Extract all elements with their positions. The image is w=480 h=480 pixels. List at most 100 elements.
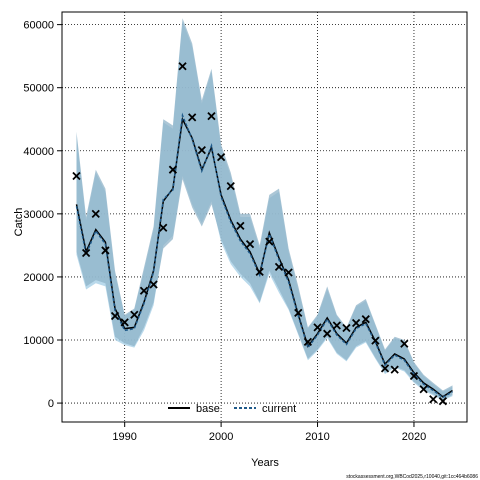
y-tick-label: 30000	[23, 209, 54, 221]
observed-point-stroke	[91, 209, 100, 218]
observed-point	[236, 221, 245, 230]
observed-point-stroke	[284, 268, 293, 277]
observed-point-stroke	[110, 311, 120, 321]
band-base	[76, 18, 453, 400]
series-lines	[75, 112, 453, 399]
observed-point-stroke	[429, 395, 438, 404]
observed-point	[130, 310, 139, 319]
observed-point	[226, 181, 235, 191]
legend: base current	[168, 403, 296, 415]
observed-point-stroke	[409, 371, 419, 381]
observed-point-stroke	[216, 152, 226, 162]
observed-point-stroke	[332, 321, 341, 330]
observed-point	[323, 329, 332, 338]
observed-point-stroke	[139, 286, 149, 295]
y-axis-title: Catch	[13, 208, 25, 237]
observed-point	[284, 268, 293, 277]
y-tick-label: 10000	[23, 335, 54, 347]
x-tick-label: 2020	[402, 431, 426, 443]
observed-point-stroke	[274, 262, 284, 271]
legend-base-label: base	[196, 403, 220, 415]
observed-point-stroke	[81, 248, 91, 258]
observed-point	[91, 209, 100, 218]
observed-point	[149, 280, 158, 289]
observed-point	[294, 308, 303, 318]
y-tick-label: 20000	[23, 272, 54, 284]
observed-point	[265, 237, 274, 246]
observed-point-stroke	[245, 239, 255, 249]
observed-point	[178, 62, 187, 71]
observed-point-stroke	[294, 308, 303, 318]
observed-point	[342, 323, 351, 333]
observed-point	[72, 171, 81, 181]
observed-point-stroke	[265, 237, 274, 246]
observed-point-stroke	[207, 111, 216, 121]
line-current	[75, 112, 453, 399]
line-base	[75, 116, 453, 398]
observed-point	[81, 248, 91, 258]
observed-point-stroke	[342, 323, 351, 333]
observed-point	[159, 223, 168, 232]
observed-point-stroke	[226, 181, 235, 191]
observed-point-stroke	[313, 323, 322, 332]
legend-current-label: current	[262, 403, 296, 415]
observed-point-stroke	[361, 315, 370, 324]
y-tick-label: 60000	[23, 20, 54, 32]
observed-point	[419, 385, 428, 394]
observed-point-stroke	[178, 62, 187, 71]
observed-point	[400, 339, 409, 348]
observed-point-stroke	[419, 385, 428, 394]
observed-point-stroke	[197, 146, 206, 155]
confidence-bands	[76, 18, 453, 401]
y-tick-label: 40000	[23, 146, 54, 158]
observed-point-stroke	[159, 223, 168, 232]
observed-point-stroke	[303, 337, 313, 347]
observed-point-stroke	[438, 397, 448, 406]
observed-point	[409, 371, 419, 381]
observed-point-stroke	[188, 113, 197, 122]
observed-point	[438, 397, 448, 406]
observed-point	[429, 395, 438, 404]
observed-point	[313, 323, 322, 332]
y-axis: 0 10000 20000 30000 40000 50000 60000	[23, 20, 62, 410]
observed-point-stroke	[400, 339, 409, 348]
plot-frame	[61, 11, 468, 423]
observed-point-stroke	[120, 318, 129, 327]
observed-point-stroke	[390, 365, 399, 374]
observed-point	[101, 246, 110, 255]
observed-point	[332, 321, 341, 330]
observed-point	[110, 311, 120, 321]
observed-point-stroke	[380, 364, 390, 373]
observed-point	[207, 111, 216, 121]
y-tick-label: 0	[48, 398, 54, 410]
x-tick-label: 2010	[305, 431, 329, 443]
observed-point	[120, 318, 129, 327]
observed-point-stroke	[168, 165, 178, 174]
x-axis: 1990 2000 2010 2020	[112, 422, 426, 443]
x-axis-title: Years	[251, 457, 279, 469]
observed-point	[188, 113, 197, 122]
x-tick-label: 1990	[112, 431, 136, 443]
observed-point	[380, 364, 390, 373]
observed-point-stroke	[130, 310, 139, 319]
observed-point-stroke	[371, 336, 380, 345]
observed-point-stroke	[149, 280, 158, 289]
observed-point	[390, 365, 399, 374]
observed-point	[351, 318, 361, 328]
observed-point	[216, 152, 226, 162]
y-tick-label: 50000	[23, 83, 54, 95]
observed-point	[245, 239, 255, 249]
observed-point-stroke	[101, 246, 110, 255]
observed-point	[197, 146, 206, 155]
footnote: stockassessment.org,WBCod2025,r10040,git…	[346, 474, 478, 480]
observed-point-stroke	[72, 171, 81, 181]
observed-point	[168, 165, 178, 174]
observed-point-stroke	[351, 318, 361, 328]
observed-point	[361, 315, 370, 324]
observed-points	[72, 62, 448, 406]
observed-point	[255, 267, 264, 277]
x-tick-label: 2000	[209, 431, 233, 443]
observed-point	[274, 262, 284, 271]
observed-point	[303, 337, 313, 347]
